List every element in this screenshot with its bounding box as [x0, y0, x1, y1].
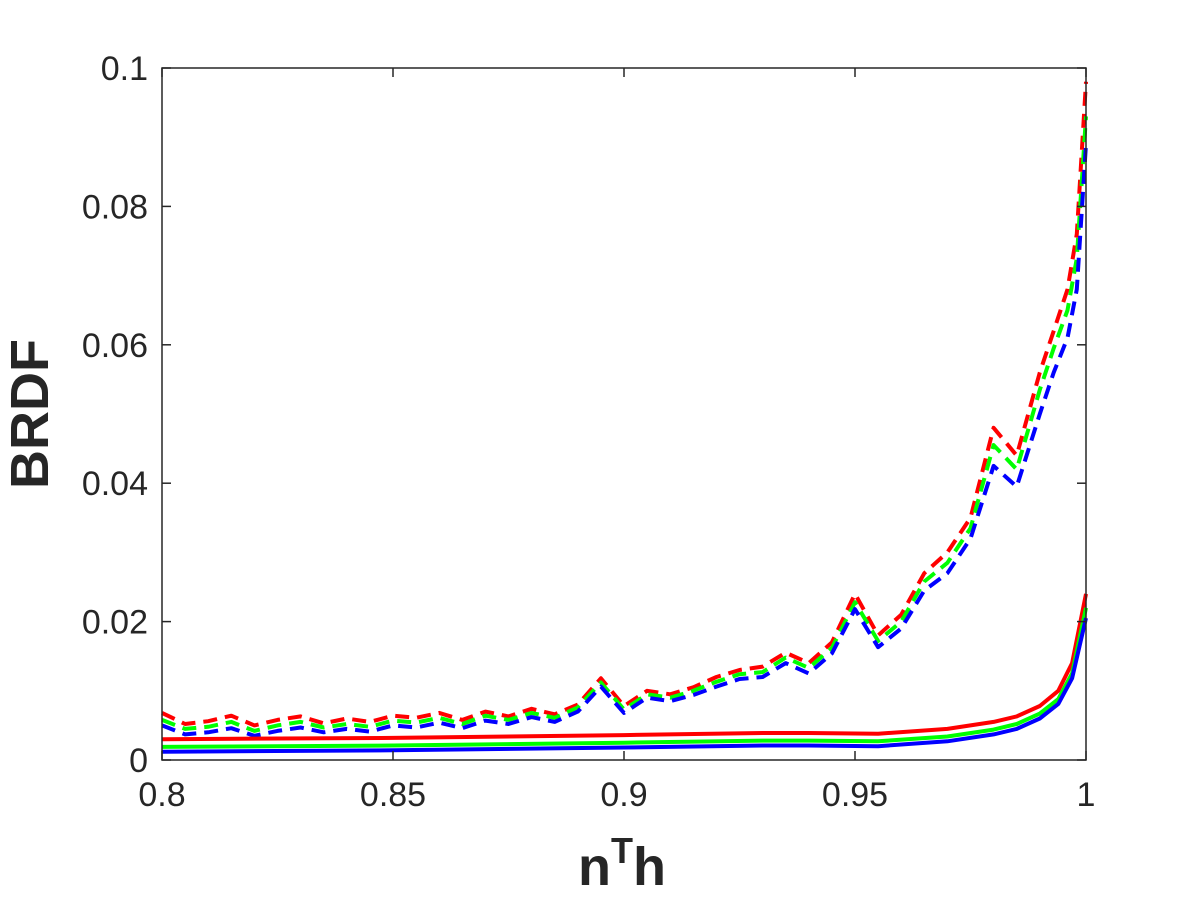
x-axis-title-superscript: T [611, 830, 633, 871]
series-line-1-dashed [161, 81, 1088, 728]
y-tick-label: 0.04 [82, 465, 148, 503]
series-line-2-dashed [161, 116, 1088, 733]
x-tick-label: 0.9 [600, 776, 647, 814]
tick-labels: 0.8 0.85 0.9 0.95 1 0 0.02 0.04 0.06 0.08 0.1 [82, 50, 1096, 814]
y-tick-label: 0.02 [82, 604, 148, 642]
x-axis-title-base: n [578, 837, 611, 897]
y-tick-label: 0 [129, 742, 148, 780]
series-layer [161, 81, 1088, 754]
x-tick-label: 0.8 [138, 776, 185, 814]
y-tick-label: 0.1 [101, 50, 148, 88]
x-axis-title: nTh [578, 830, 666, 897]
series-line-5-solid [161, 607, 1088, 749]
x-tick-label: 1 [1077, 776, 1096, 814]
plot-area-frame [161, 67, 1087, 761]
series-line-4-solid [161, 593, 1088, 742]
axis-ticks [161, 67, 1087, 761]
y-tick-label: 0.06 [82, 327, 148, 365]
y-tick-label: 0.08 [82, 188, 148, 226]
series-line-3-dashed [161, 143, 1088, 738]
x-tick-label: 0.95 [822, 776, 888, 814]
x-axis-title-tail: h [633, 837, 666, 897]
series-line-6-solid [161, 617, 1088, 754]
y-axis-title: BRDF [0, 339, 60, 489]
x-tick-label: 0.85 [360, 776, 426, 814]
